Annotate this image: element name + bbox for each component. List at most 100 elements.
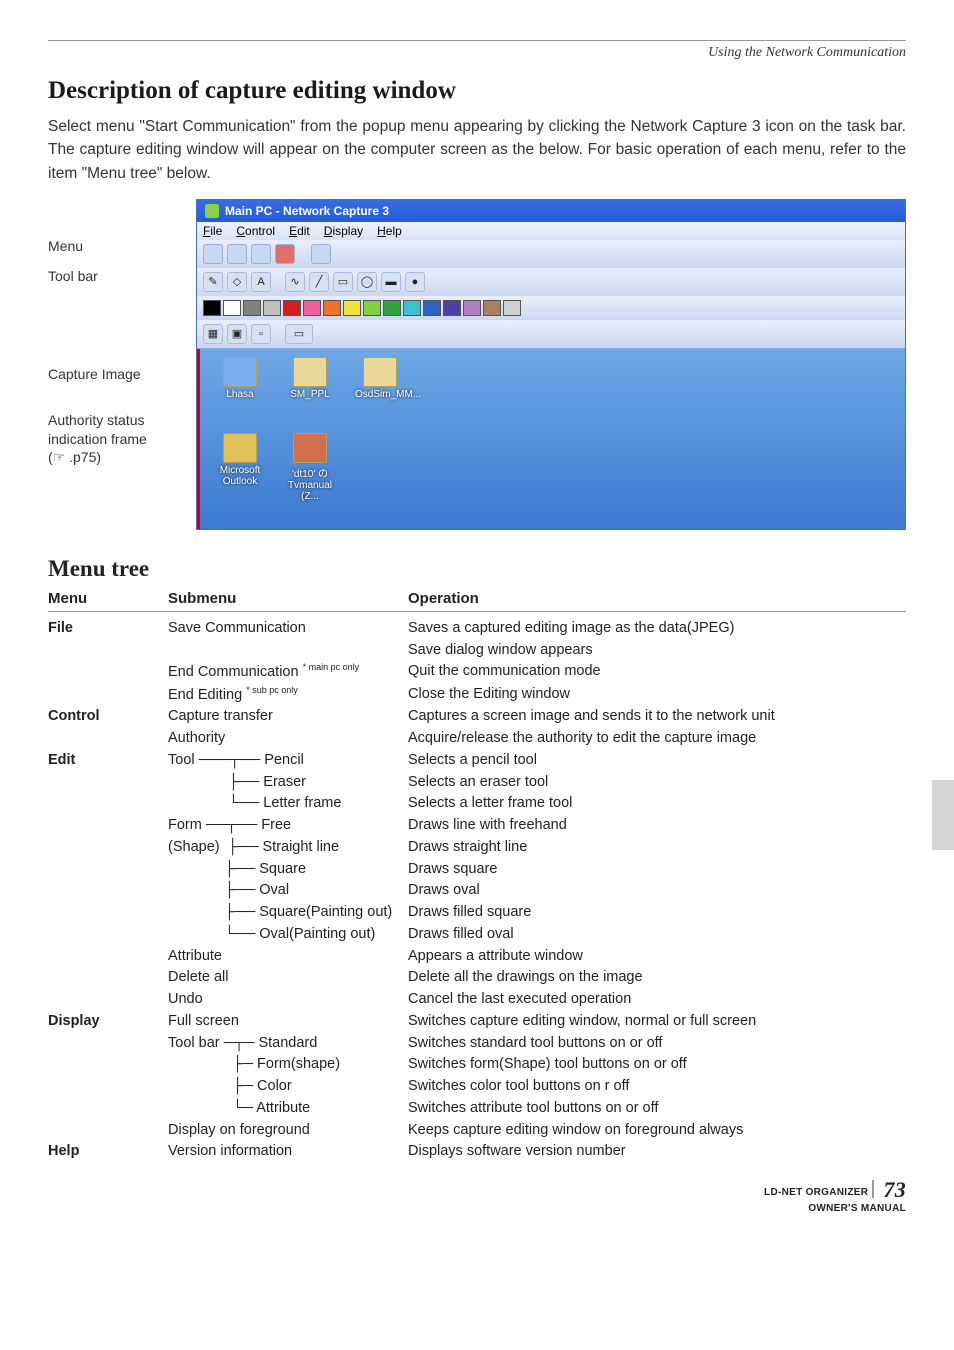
tool-oval-icon[interactable]: ◯ <box>357 272 377 292</box>
tree-submenu-cell: Display on foreground <box>168 1120 408 1142</box>
tree-operation-cell: Appears a attribute window <box>408 946 906 968</box>
col-header-operation: Operation <box>408 590 906 607</box>
tool-square-icon[interactable]: ▭ <box>333 272 353 292</box>
attr-btn-1[interactable]: ▦ <box>203 324 223 344</box>
color-swatch-3[interactable] <box>263 300 281 316</box>
color-swatch-2[interactable] <box>243 300 261 316</box>
tree-operation-cell: Draws straight line <box>408 837 906 859</box>
toolbar-btn-1[interactable] <box>203 244 223 264</box>
attribute-row: ▦ ▣ ▫ ▭ <box>197 320 905 349</box>
section-title: Description of capture editing window <box>48 77 906 105</box>
tree-row: Form ──┬── FreeDraws line with freehand <box>48 815 906 837</box>
toolbar-btn-2[interactable] <box>227 244 247 264</box>
label-capture-image: Capture Image <box>48 365 178 383</box>
tree-operation-cell: Switches standard tool buttons on or off <box>408 1033 906 1055</box>
color-swatch-7[interactable] <box>343 300 361 316</box>
tree-menu-cell <box>48 772 168 794</box>
tree-menu-cell <box>48 728 168 750</box>
menu-control[interactable]: Control <box>236 224 275 238</box>
color-swatch-13[interactable] <box>463 300 481 316</box>
window-titlebar: Main PC - Network Capture 3 <box>197 200 905 222</box>
attr-btn-2[interactable]: ▣ <box>227 324 247 344</box>
color-swatch-15[interactable] <box>503 300 521 316</box>
tool-eraser-icon[interactable]: ◇ <box>227 272 247 292</box>
page-section-label: Using the Network Communication <box>48 45 906 61</box>
tree-menu-cell: Edit <box>48 750 168 772</box>
color-swatch-9[interactable] <box>383 300 401 316</box>
color-swatch-6[interactable] <box>323 300 341 316</box>
toolbar-btn-5[interactable] <box>311 244 331 264</box>
tree-menu-cell <box>48 967 168 989</box>
color-swatch-0[interactable] <box>203 300 221 316</box>
menu-tree-table: FileSave CommunicationSaves a captured e… <box>48 618 906 1163</box>
attr-btn-3[interactable]: ▫ <box>251 324 271 344</box>
tree-submenu-cell: Authority <box>168 728 408 750</box>
tree-submenu-cell: Full screen <box>168 1011 408 1033</box>
color-swatch-5[interactable] <box>303 300 321 316</box>
tree-row: AuthorityAcquire/release the authority t… <box>48 728 906 750</box>
tree-menu-cell: Display <box>48 1011 168 1033</box>
tree-submenu-cell: ├── Square <box>168 859 408 881</box>
tree-row: AttributeAppears a attribute window <box>48 946 906 968</box>
color-swatch-12[interactable] <box>443 300 461 316</box>
color-swatch-11[interactable] <box>423 300 441 316</box>
tool-line-icon[interactable]: ╱ <box>309 272 329 292</box>
tree-operation-cell: Cancel the last executed operation <box>408 989 906 1011</box>
tree-menu-cell <box>48 684 168 707</box>
color-row <box>197 296 905 320</box>
col-header-menu: Menu <box>48 590 168 607</box>
tree-submenu-cell: ├── Oval <box>168 880 408 902</box>
color-swatch-10[interactable] <box>403 300 421 316</box>
tool-free-icon[interactable]: ∿ <box>285 272 305 292</box>
tree-submenu-cell: Tool ───┬── Pencil <box>168 750 408 772</box>
tree-operation-cell: Switches attribute tool buttons on or of… <box>408 1098 906 1120</box>
tree-menu-cell <box>48 1054 168 1076</box>
tool-letterframe-icon[interactable]: A <box>251 272 271 292</box>
menu-help[interactable]: Help <box>377 224 402 238</box>
color-swatch-1[interactable] <box>223 300 241 316</box>
tool-pencil-icon[interactable]: ✎ <box>203 272 223 292</box>
tree-menu-cell: File <box>48 618 168 640</box>
desktop-icon-label: Lhasa <box>215 389 265 400</box>
desktop-icon-label: Microsoft Outlook <box>215 465 265 487</box>
desktop-icon-4[interactable]: 'dt10' の Tvmanual (Z... <box>285 433 335 502</box>
toolbar-btn-close[interactable] <box>275 244 295 264</box>
desktop-icon-1[interactable]: SM_PPL <box>285 357 335 400</box>
folder-icon <box>293 357 327 387</box>
label-authority-1: Authority status <box>48 412 145 428</box>
tool-filled-square-icon[interactable]: ▬ <box>381 272 401 292</box>
desktop-icon-0[interactable]: Lhasa <box>215 357 265 400</box>
tree-menu-cell <box>48 859 168 881</box>
toolbar-btn-3[interactable] <box>251 244 271 264</box>
tree-submenu-cell: Tool bar ─┬─ Standard <box>168 1033 408 1055</box>
folder-icon <box>363 357 397 387</box>
desktop-icon-3[interactable]: Microsoft Outlook <box>215 433 265 487</box>
tree-row: HelpVersion informationDisplays software… <box>48 1141 906 1163</box>
tree-row: └── Oval(Painting out)Draws filled oval <box>48 924 906 946</box>
tree-menu-cell <box>48 837 168 859</box>
tree-operation-cell: Switches color tool buttons on r off <box>408 1076 906 1098</box>
tree-row: DisplayFull screenSwitches capture editi… <box>48 1011 906 1033</box>
tool-filled-oval-icon[interactable]: ● <box>405 272 425 292</box>
window-menubar: File Control Edit Display Help <box>197 222 905 240</box>
tree-row: FileSave CommunicationSaves a captured e… <box>48 618 906 640</box>
tree-row: (Shape) ├── Straight lineDraws straight … <box>48 837 906 859</box>
menu-edit[interactable]: Edit <box>289 224 310 238</box>
tree-operation-cell: Save dialog window appears <box>408 640 906 662</box>
tree-menu-cell <box>48 640 168 662</box>
color-swatch-8[interactable] <box>363 300 381 316</box>
color-swatch-4[interactable] <box>283 300 301 316</box>
label-menu: Menu <box>48 237 178 255</box>
tree-submenu-cell: Version information <box>168 1141 408 1163</box>
desktop-icon-label: OsdSim_MM... <box>355 389 405 400</box>
tool-row: ✎ ◇ A ∿ ╱ ▭ ◯ ▬ ● <box>197 268 905 296</box>
tree-submenu-cell: Save Communication <box>168 618 408 640</box>
tree-submenu-cell: ├─ Form(shape) <box>168 1054 408 1076</box>
desktop-icon-2[interactable]: OsdSim_MM... <box>355 357 405 400</box>
tree-operation-cell: Draws line with freehand <box>408 815 906 837</box>
menu-file[interactable]: File <box>203 224 222 238</box>
tree-row: End Editing * sub pc onlyClose the Editi… <box>48 684 906 707</box>
menu-display[interactable]: Display <box>324 224 363 238</box>
color-swatch-14[interactable] <box>483 300 501 316</box>
attr-btn-4[interactable]: ▭ <box>285 324 313 344</box>
